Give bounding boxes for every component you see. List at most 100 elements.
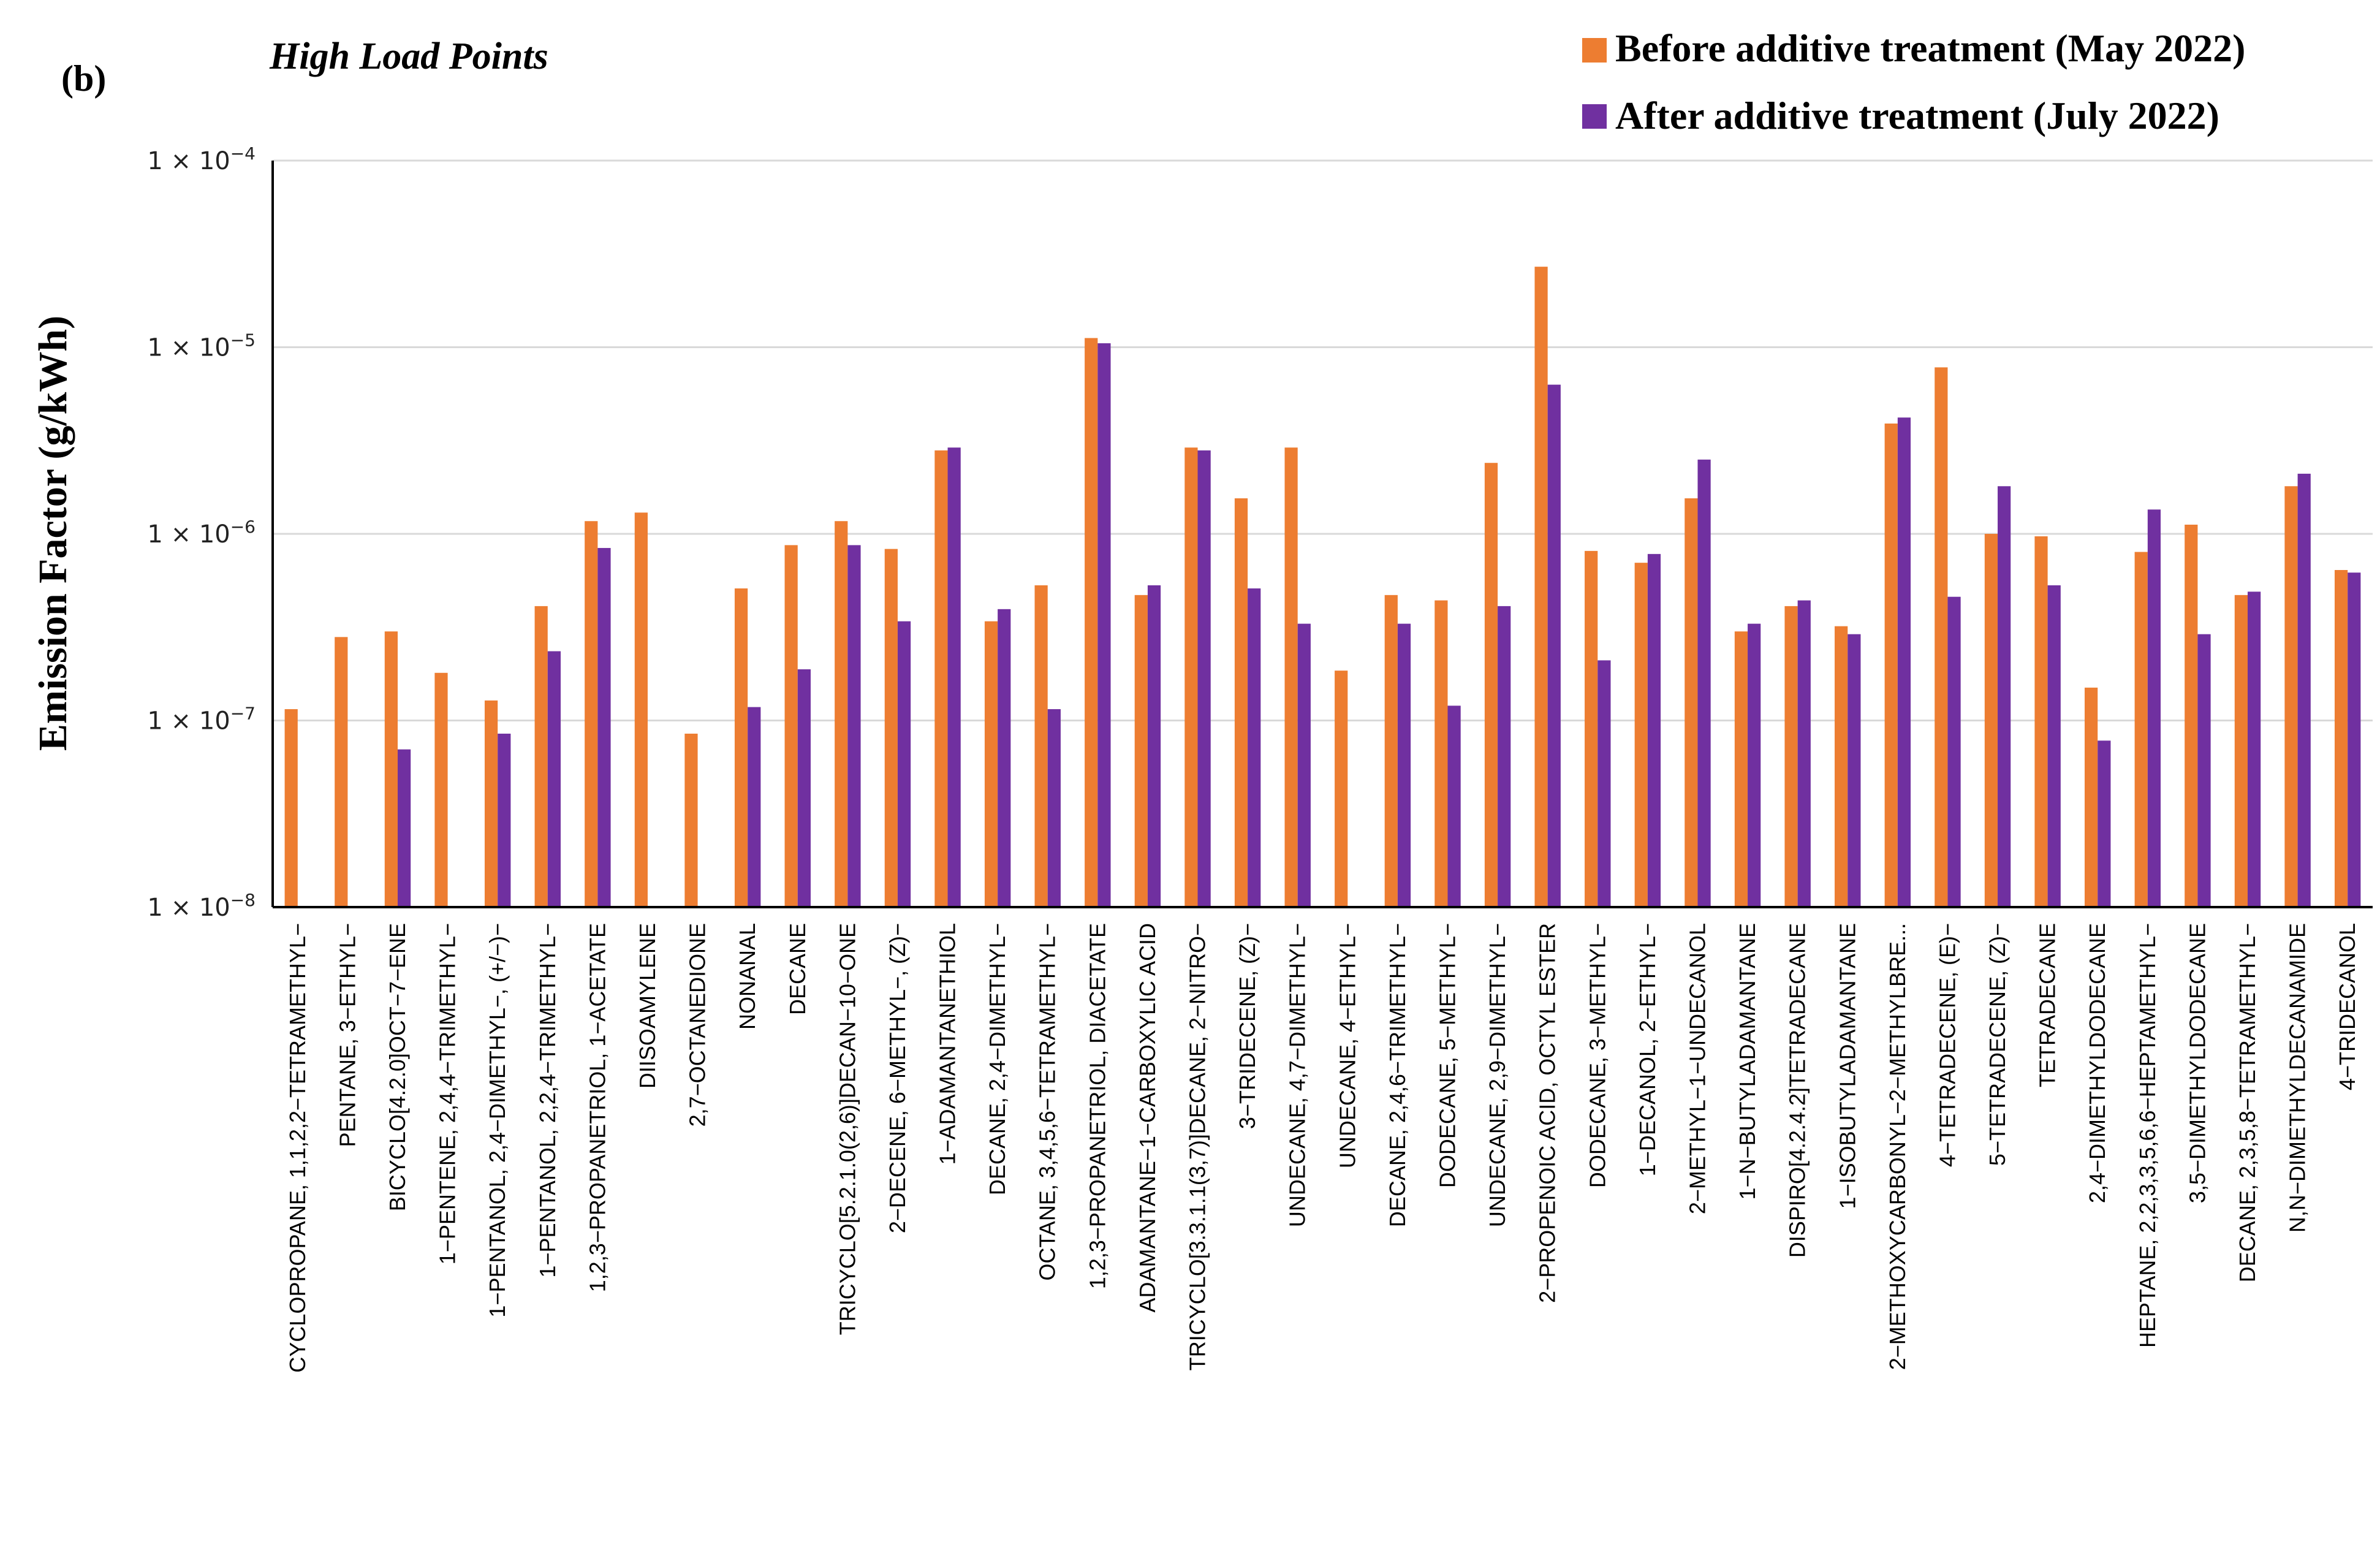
bar-before [1634, 563, 1648, 907]
bar-before [284, 709, 298, 907]
chart-title: High Load Points [269, 36, 548, 77]
bar-before [534, 606, 548, 907]
bar-before [1034, 585, 1048, 907]
x-tick-label: DECANE, 2,3,5,8−TETRAMETHYL− [2235, 923, 2260, 1282]
bar-before [1335, 671, 1348, 907]
y-tick-label: 1 × 10−8 [147, 890, 256, 922]
bar-after [1047, 709, 1061, 907]
bar-after [1197, 450, 1211, 907]
x-tick-label: DISPIRO[4.2.4.2]TETRADECANE [1785, 923, 1810, 1258]
bar-before [2185, 525, 2198, 907]
x-tick-label: 3−TRIDECENE, (Z)− [1235, 923, 1260, 1129]
x-tick-label: DODECANE, 5−METHYL− [1434, 923, 1460, 1188]
bar-after [1397, 623, 1411, 907]
x-tick-label: 1−DECANOL, 2−ETHYL− [1635, 923, 1660, 1176]
bar-after [2098, 740, 2111, 907]
bar-before [1734, 631, 1748, 907]
bar-before [1935, 367, 1948, 907]
x-tick-label: DECANE [785, 923, 810, 1015]
x-tick-label: UNDECANE, 4,7−DIMETHYL− [1285, 923, 1310, 1227]
bar-after [2147, 509, 2161, 907]
bar-after [547, 651, 561, 907]
bar-before [1434, 600, 1448, 907]
bar-after [397, 749, 411, 907]
bar-before [1134, 595, 1148, 907]
bar-after [1147, 585, 1161, 907]
bar-before [1534, 267, 1548, 908]
bar-after [897, 621, 911, 907]
bar-before [1184, 447, 1198, 907]
bar-before [1484, 463, 1498, 907]
x-tick-label: ADAMANTANE−1−CARBOXYLIC ACID [1135, 923, 1160, 1313]
bar-before [484, 700, 498, 907]
x-tick-label: TETRADECANE [2035, 923, 2060, 1087]
x-tick-label: 2−METHYL−1−UNDECANOL [1685, 923, 1710, 1214]
bar-before [835, 521, 848, 907]
bar-before [2334, 570, 2348, 907]
x-tick-label: DIISOAMYLENE [635, 923, 660, 1089]
x-tick-label: 1−PENTANOL, 2,2,4−TRIMETHYL− [535, 923, 560, 1278]
bar-before [884, 549, 898, 907]
bar-after [947, 447, 961, 907]
bars [284, 267, 2361, 908]
bar-before [1234, 498, 1248, 907]
bar-after [1797, 600, 1811, 907]
bar-after [498, 733, 511, 907]
x-tick-label: BICYCLO[4.2.0]OCT−7−ENE [385, 923, 410, 1211]
legend-swatch-before [1582, 38, 1607, 63]
x-tick-label: 4−TRIDECANOL [2335, 923, 2360, 1090]
y-tick-label: 1 × 10−4 [147, 143, 256, 175]
bar-before [2034, 536, 2048, 907]
y-tick-label: 1 × 10−5 [147, 330, 256, 362]
bar-after [2297, 473, 2311, 907]
x-tick-label: HEPTANE, 2,2,3,3,5,6,6−HEPTAMETHYL− [2135, 923, 2160, 1348]
panel-label: (b) [61, 58, 106, 99]
bar-before [1685, 498, 1698, 907]
x-tick-labels: CYCLOPROPANE, 1,1,2,2−TETRAMETHYL− PENTAN… [285, 923, 2360, 1373]
bar-after [1848, 634, 1861, 907]
y-tick-label: 1 × 10−6 [147, 517, 256, 549]
bar-before [784, 545, 798, 907]
bar-after [1498, 606, 1511, 907]
bar-before [434, 672, 448, 907]
x-tick-label: 2,4−DIMETHYLDODECANE [2085, 923, 2110, 1203]
bar-after [2248, 591, 2261, 907]
x-tick-label: 1−ADAMANTANETHIOL [935, 923, 960, 1165]
bar-after [2197, 634, 2211, 907]
bar-after [1097, 343, 1111, 907]
bar-after [1547, 384, 1561, 907]
x-tick-label: NONANAL [735, 923, 760, 1030]
x-tick-label: PENTANE, 3−ETHYL− [335, 923, 360, 1147]
bar-after [1947, 596, 1961, 907]
x-tick-label: 2−PROPENOIC ACID, OCTYL ESTER [1535, 923, 1560, 1303]
legend-label-before: Before additive treatment (May 2022) [1615, 26, 2245, 70]
bar-before [1784, 606, 1798, 907]
bar-after [1248, 588, 1261, 907]
bar-before [2284, 486, 2298, 907]
bar-before [984, 621, 998, 907]
bar-after [1597, 660, 1611, 907]
bar-after [748, 707, 761, 907]
x-tick-label: 1−PENTANOL, 2,4−DIMETHYL−, (+/−)− [485, 923, 510, 1318]
bar-before [585, 521, 598, 907]
x-tick-label: TRICYCLO[3.3.1.1(3,7)]DECANE, 2−NITRO− [1185, 923, 1210, 1370]
bar-before [1884, 424, 1898, 907]
x-tick-label: 1,2,3−PROPANETRIOL, 1−ACETATE [585, 923, 610, 1292]
y-tick-labels: 1 × 10−4 1 × 10−5 1 × 10−6 1 × 10−7 1 × 10−8 [147, 143, 256, 922]
x-tick-label: 5−TETRADECENE, (Z)− [1985, 923, 2010, 1166]
x-tick-label: DECANE, 2,4,6−TRIMETHYL− [1385, 923, 1410, 1227]
bar-after [847, 545, 861, 907]
bar-after [1998, 486, 2011, 907]
bar-before [734, 588, 748, 907]
bar-after [1647, 553, 1661, 907]
bar-before [2134, 552, 2148, 907]
bar-after [597, 548, 611, 907]
bar-after [797, 669, 811, 907]
y-tick-label: 1 × 10−7 [147, 704, 256, 735]
bar-after [1748, 623, 1761, 907]
x-tick-label: 1,2,3−PROPANETRIOL, DIACETATE [1085, 923, 1110, 1289]
legend: Before additive treatment (May 2022) Aft… [1582, 26, 2245, 137]
x-tick-label: CYCLOPROPANE, 1,1,2,2−TETRAMETHYL− [285, 923, 310, 1373]
x-tick-label: OCTANE, 3,4,5,6−TETRAMETHYL− [1035, 923, 1060, 1281]
x-tick-label: DODECANE, 3−METHYL− [1585, 923, 1610, 1188]
